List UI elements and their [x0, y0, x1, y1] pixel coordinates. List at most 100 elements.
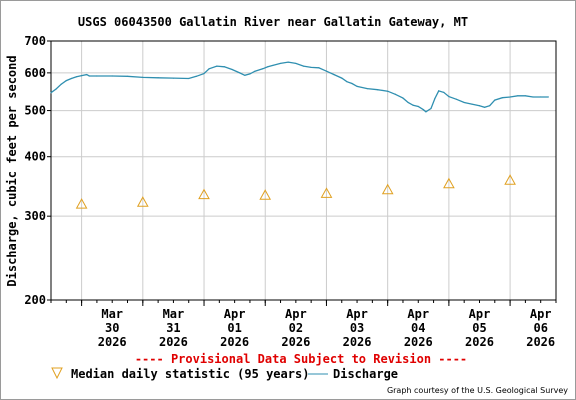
- discharge-point: [60, 83, 62, 85]
- discharge-point: [489, 105, 491, 107]
- discharge-point: [394, 93, 396, 95]
- discharge-point: [407, 101, 409, 104]
- discharge-point: [249, 73, 251, 75]
- discharge-point: [443, 91, 445, 93]
- median-marker: [504, 174, 516, 185]
- x-tick-label: 05: [472, 321, 486, 335]
- discharge-point: [430, 107, 432, 110]
- legend-median-label: Median daily statistic (95 years): [71, 367, 309, 381]
- discharge-point: [172, 77, 175, 79]
- discharge-point: [65, 79, 67, 82]
- series-layer: [50, 61, 549, 209]
- discharge-point: [494, 99, 496, 101]
- discharge-point: [483, 106, 486, 108]
- discharge-point: [412, 104, 414, 106]
- discharge-point: [524, 95, 526, 97]
- discharge-point: [50, 92, 52, 94]
- x-tick-label: 04: [411, 321, 425, 335]
- x-axis-ticks: Mar302026Mar312026Apr012026Apr022026Apr0…: [50, 300, 557, 349]
- discharge-point: [142, 76, 144, 78]
- legend-discharge-label: Discharge: [333, 367, 398, 381]
- y-axis-ticks: 200 300 400 500 600 700: [24, 34, 51, 307]
- x-tick-label: Apr: [346, 307, 368, 321]
- x-tick-label: Apr: [407, 307, 429, 321]
- discharge-point: [254, 70, 256, 72]
- discharge-point: [295, 62, 297, 65]
- discharge-point: [438, 90, 440, 92]
- x-tick-label: 01: [227, 321, 241, 335]
- discharge-point: [279, 62, 282, 65]
- x-tick-label: 2026: [343, 335, 372, 349]
- discharge-point: [455, 98, 458, 100]
- discharge-point: [325, 70, 328, 72]
- discharge-point: [287, 61, 289, 63]
- credit-text: Graph courtesy of the U.S. Geological Su…: [387, 386, 568, 395]
- discharge-point: [195, 75, 197, 77]
- discharge-point: [231, 68, 233, 71]
- discharge-line: [50, 61, 549, 113]
- discharge-point: [272, 64, 274, 67]
- discharge-point: [532, 96, 534, 98]
- legend: Median daily statistic (95 years) Discha…: [51, 367, 398, 381]
- x-tick-label: Mar: [101, 307, 123, 321]
- x-tick-label: 2026: [159, 335, 188, 349]
- discharge-point: [434, 97, 436, 100]
- median-marker: [198, 188, 210, 200]
- discharge-point: [310, 66, 312, 69]
- discharge-point: [188, 77, 190, 80]
- discharge-point: [216, 65, 218, 67]
- x-tick-label: Apr: [530, 307, 552, 321]
- discharge-point: [509, 96, 511, 98]
- discharge-point: [448, 95, 450, 98]
- discharge-point: [262, 68, 264, 70]
- x-tick-label: 2026: [526, 335, 555, 349]
- y-axis-label: Discharge, cubic feet per second: [5, 55, 19, 286]
- legend-median-marker: [51, 367, 63, 380]
- discharge-point: [425, 111, 427, 113]
- discharge-point: [302, 65, 305, 67]
- median-marker: [381, 183, 394, 195]
- plot-area: [50, 40, 557, 301]
- discharge-point: [96, 75, 98, 77]
- discharge-point: [366, 88, 368, 90]
- discharge-point: [346, 81, 348, 83]
- median-marker: [259, 189, 272, 200]
- y-tick-label: 400: [24, 150, 46, 164]
- discharge-point: [203, 72, 205, 75]
- discharge-point: [157, 77, 159, 79]
- grid-lines: [51, 41, 556, 300]
- discharge-point: [376, 89, 379, 91]
- discharge-point: [75, 76, 78, 78]
- discharge-point: [402, 97, 404, 99]
- x-tick-label: 2026: [404, 335, 433, 349]
- x-tick-label: 06: [533, 321, 547, 335]
- discharge-point: [55, 88, 57, 90]
- discharge-point: [244, 74, 246, 76]
- discharge-point: [223, 66, 226, 68]
- x-tick-label: Apr: [285, 307, 307, 321]
- discharge-point: [239, 72, 241, 74]
- discharge-point: [387, 90, 389, 92]
- discharge-point: [422, 109, 424, 111]
- discharge-point: [517, 95, 519, 97]
- x-tick-label: 30: [105, 321, 119, 335]
- x-tick-label: Mar: [163, 307, 185, 321]
- median-marker: [320, 187, 333, 198]
- discharge-point: [471, 103, 473, 105]
- x-tick-label: 2026: [465, 335, 494, 349]
- discharge-point: [478, 105, 481, 107]
- discharge-point: [547, 96, 549, 98]
- chart-title: USGS 06043500 Gallatin River near Gallat…: [78, 15, 468, 29]
- discharge-point: [88, 75, 90, 77]
- discharge-point: [341, 77, 343, 79]
- x-tick-label: Apr: [224, 307, 246, 321]
- x-tick-label: 02: [289, 321, 303, 335]
- median-marker: [75, 198, 88, 209]
- median-marker: [443, 177, 455, 189]
- discharge-point: [86, 73, 88, 76]
- x-tick-label: 2026: [98, 335, 127, 349]
- discharge-point: [463, 101, 465, 104]
- discharge-point: [70, 77, 73, 80]
- discharge-point: [81, 75, 83, 77]
- x-tick-label: Apr: [469, 307, 491, 321]
